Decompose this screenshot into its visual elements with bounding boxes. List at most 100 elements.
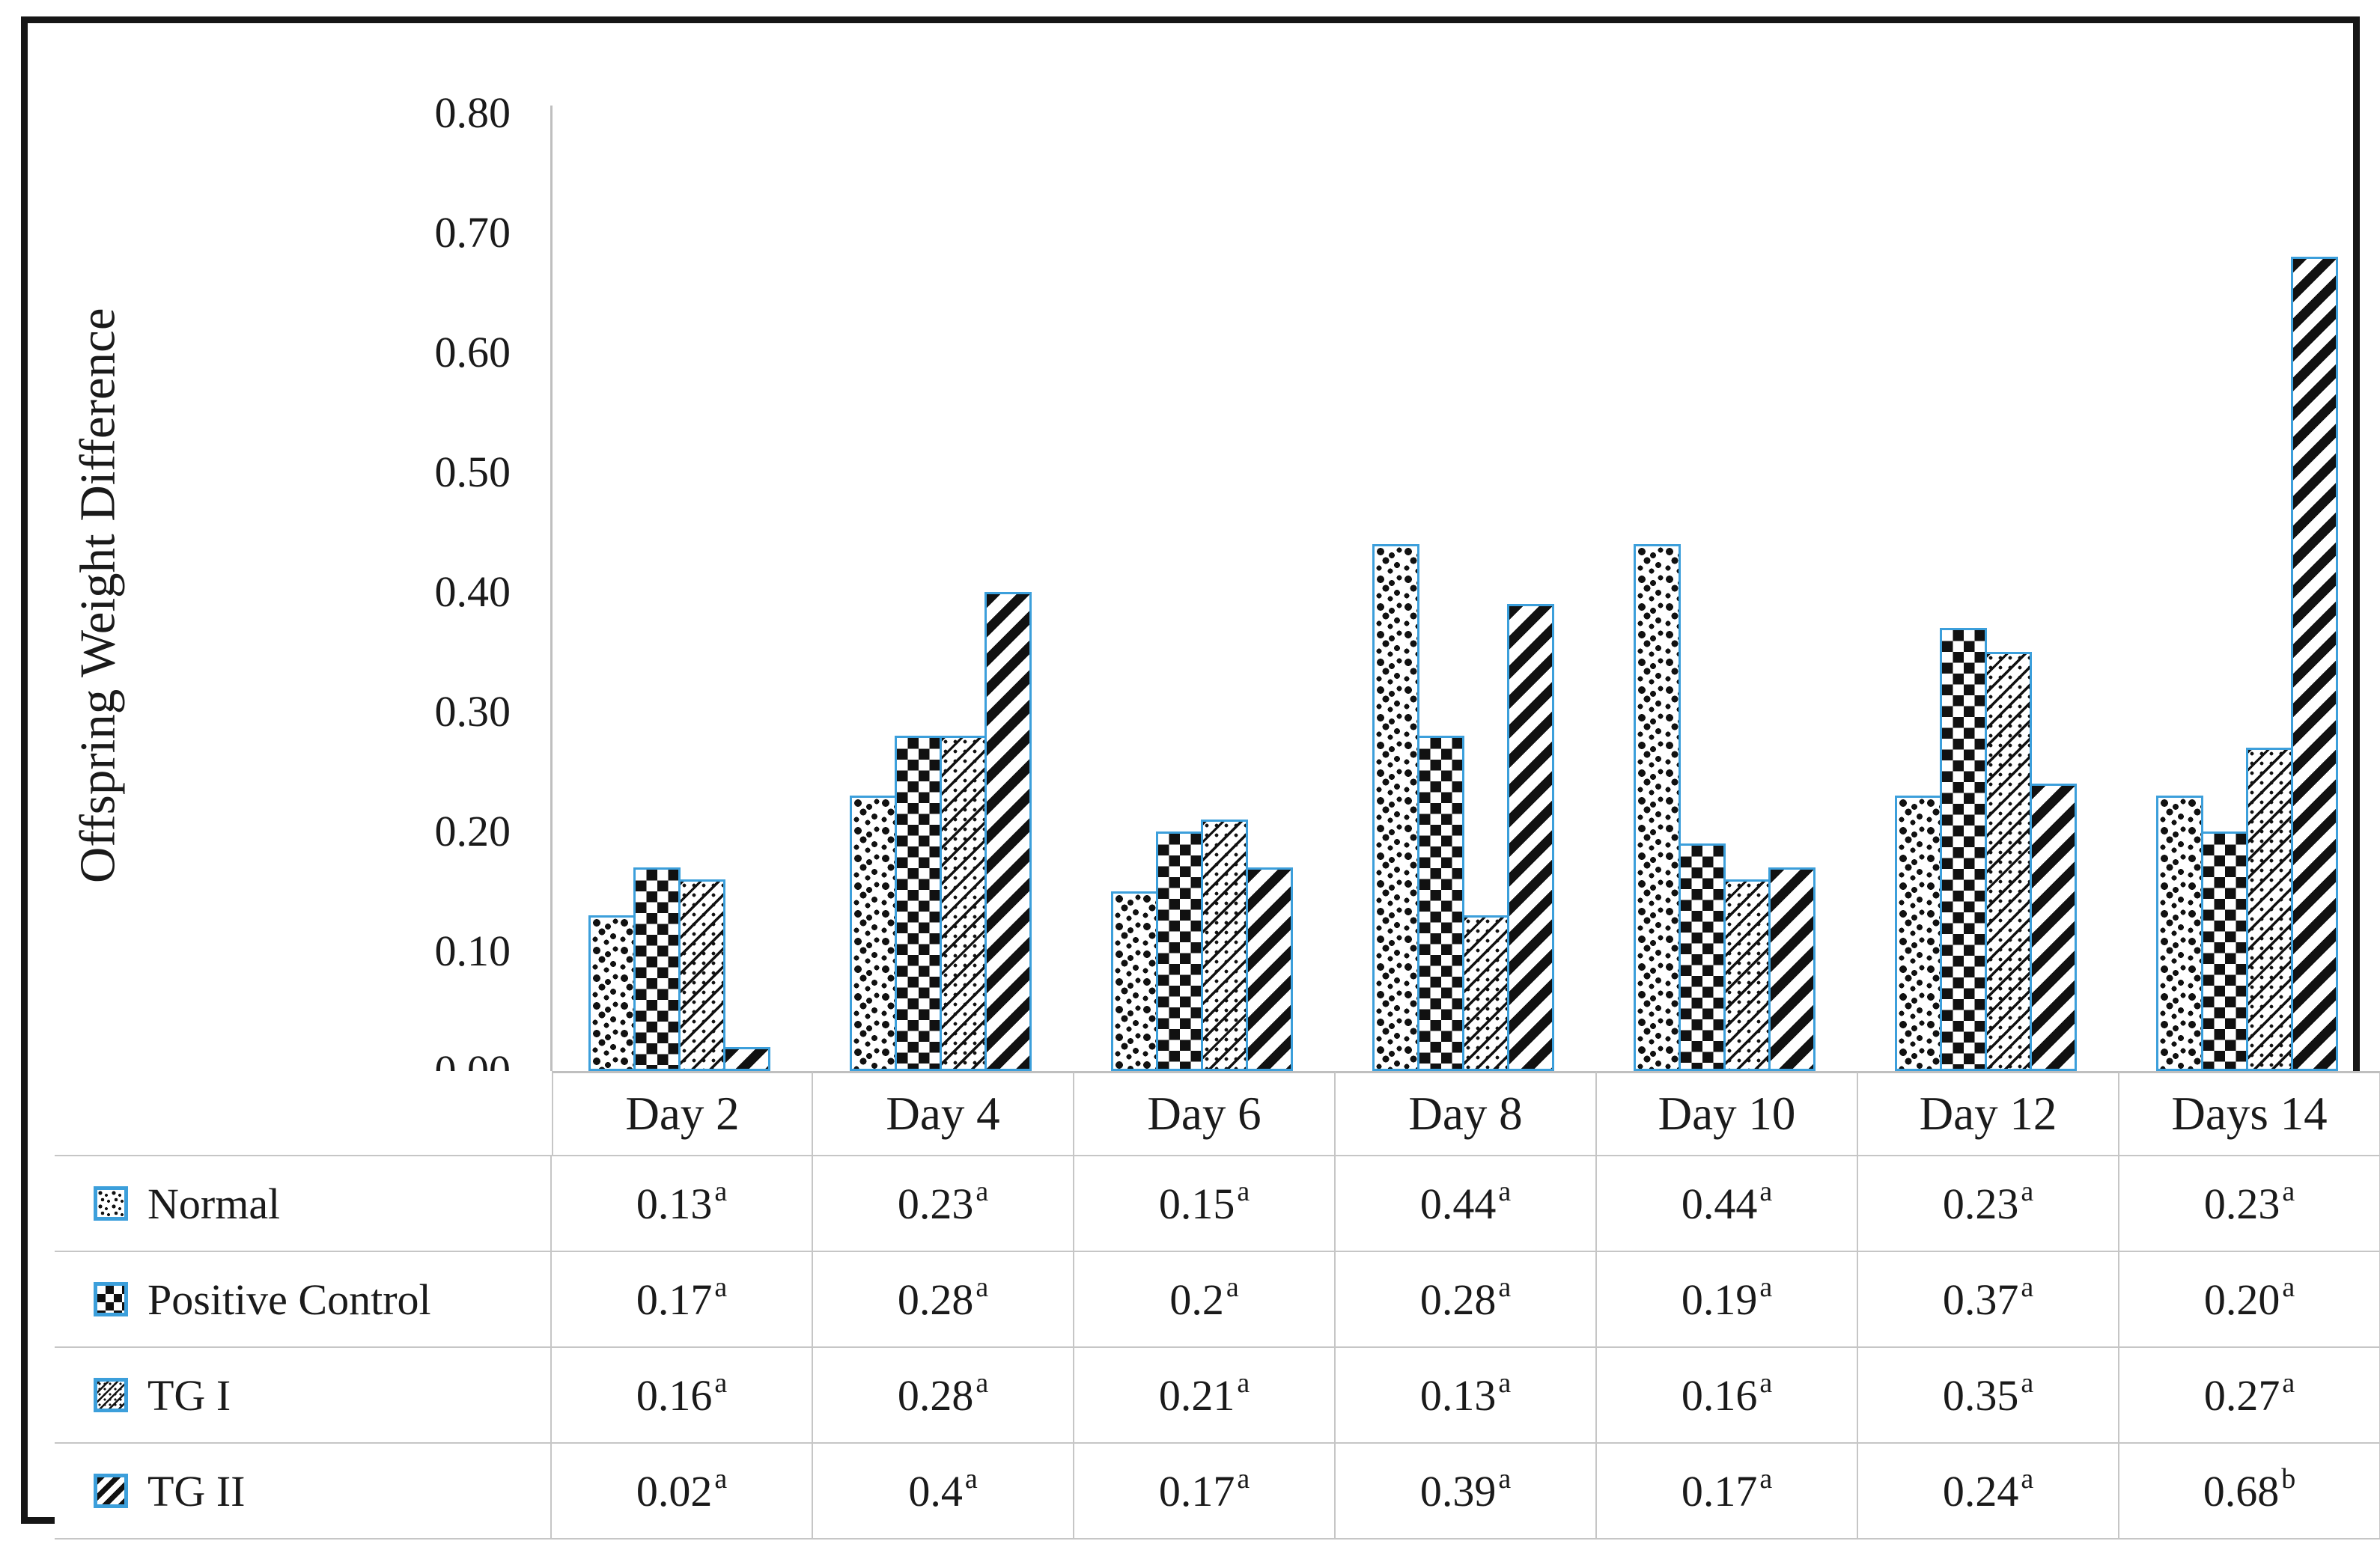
table-cell-value: 0.4 a: [813, 1444, 1074, 1540]
x-axis-label: Day 6: [1074, 1071, 1336, 1156]
bar-group-day-12: [1895, 113, 2077, 1071]
y-axis-ticks: 0.800.700.600.500.400.300.200.100.00: [312, 23, 511, 1146]
bar-group-days-14: [2156, 113, 2338, 1071]
bar-normal-days-14: [2156, 796, 2203, 1071]
table-cell-value: 0.68 b: [2119, 1444, 2380, 1540]
cell-number: 0.17: [636, 1275, 713, 1324]
bar-group-day-4: [850, 113, 1032, 1071]
y-tick-label: 0.50: [434, 448, 511, 496]
y-tick-label: 0.70: [434, 208, 511, 257]
bar-positive-control-day-10: [1679, 843, 1726, 1071]
cell-number: 0.15: [1158, 1179, 1235, 1228]
cell-number: 0.16: [1681, 1370, 1758, 1420]
cell-number: 0.17: [1158, 1466, 1235, 1516]
table-cell-value: 0.17 a: [552, 1252, 813, 1348]
table-cell-value: 0.37 a: [1858, 1252, 2119, 1348]
bar-tg-i-day-6: [1201, 820, 1248, 1071]
bar-tg-i-day-10: [1723, 879, 1771, 1071]
bar-positive-control-day-8: [1417, 736, 1464, 1071]
bar-tg-i-days-14: [2246, 748, 2293, 1071]
table-cell-value: 0.16 a: [1597, 1348, 1858, 1444]
bar-tg-ii-day-10: [1768, 867, 1816, 1071]
cell-number: 0.13: [1419, 1370, 1497, 1420]
bar-tg-ii-day-12: [2030, 784, 2077, 1071]
table-cell-value: 0.21 a: [1074, 1348, 1336, 1444]
y-tick-label: 0.40: [434, 567, 511, 616]
bar-normal-day-12: [1895, 796, 1942, 1071]
bar-positive-control-day-4: [895, 736, 942, 1071]
cell-number: 0.44: [1419, 1179, 1497, 1228]
bar-normal-day-2: [588, 915, 636, 1071]
table-cell-value: 0.27 a: [2119, 1348, 2380, 1444]
y-tick-label: 0.20: [434, 807, 511, 855]
cell-number: 0.28: [1419, 1275, 1497, 1324]
legend-item: Positive Control: [55, 1252, 552, 1348]
cell-number: 0.13: [636, 1179, 713, 1228]
y-axis-title: Offspring Weight Difference: [70, 308, 126, 884]
y-tick-label: 0.30: [434, 687, 511, 736]
cell-number: 0.35: [1942, 1370, 2019, 1420]
figure-frame: Offspring Weight Difference 0.80 0.70 0.60…: [21, 16, 2380, 1540]
cell-number: 0.27: [2203, 1370, 2280, 1420]
legend-label: TG I: [147, 1370, 231, 1420]
table-cell-value: 0.44 a: [1336, 1156, 1597, 1252]
table-cell-value: 0.39 a: [1336, 1444, 1597, 1540]
bar-tg-ii-day-8: [1507, 604, 1554, 1071]
x-axis-label: Day 2: [552, 1071, 813, 1156]
cell-number: 0.28: [897, 1370, 974, 1420]
table-cell-value: 0.17 a: [1074, 1444, 1336, 1540]
x-axis-label: Days 14: [2119, 1071, 2380, 1156]
cell-number: 0.68: [2203, 1466, 2280, 1516]
x-axis-label: Day 4: [813, 1071, 1074, 1156]
data-table: Day 2 Day 4 Day 6 Day 8 Day 10 Day 12 Days 14 N…: [55, 1071, 2380, 1540]
cell-number: 0.17: [1681, 1466, 1758, 1516]
cell-number: 0.20: [2203, 1275, 2280, 1324]
bar-tg-ii-days-14: [2291, 257, 2338, 1071]
legend-swatch-thin: [94, 1378, 128, 1412]
legend-swatch-thick: [94, 1474, 128, 1508]
bar-group-day-2: [588, 113, 770, 1071]
cell-number: 0.4: [908, 1466, 963, 1516]
cell-number: 0.21: [1158, 1370, 1235, 1420]
bar-normal-day-4: [850, 796, 897, 1071]
table-cell-value: 0.28 a: [813, 1252, 1074, 1348]
table-cell-value: 0.23 a: [813, 1156, 1074, 1252]
bar-normal-day-6: [1111, 891, 1158, 1071]
bar-normal-day-8: [1372, 544, 1419, 1071]
cell-number: 0.37: [1942, 1275, 2019, 1324]
cell-number: 0.24: [1942, 1466, 2019, 1516]
bar-normal-day-10: [1634, 544, 1681, 1071]
legend-swatch-dots: [94, 1186, 128, 1221]
table-corner-blank: [55, 1071, 552, 1156]
x-axis-label: Day 8: [1336, 1071, 1597, 1156]
table-cell-value: 0.13 a: [552, 1156, 813, 1252]
bar-tg-i-day-12: [1985, 652, 2032, 1071]
table-cell-value: 0.35 a: [1858, 1348, 2119, 1444]
table-cell-value: 0.28 a: [813, 1348, 1074, 1444]
legend-item: TG II: [55, 1444, 552, 1540]
bar-tg-ii-day-4: [984, 592, 1032, 1071]
bar-group-day-8: [1372, 113, 1554, 1071]
x-axis-label: Day 10: [1597, 1071, 1858, 1156]
table-cell-value: 0.17 a: [1597, 1444, 1858, 1540]
legend-label: Normal: [147, 1179, 281, 1228]
legend-label: TG II: [147, 1466, 246, 1516]
table-cell-value: 0.23 a: [1858, 1156, 2119, 1252]
bar-group-day-6: [1111, 113, 1293, 1071]
y-tick-label: 0.60: [434, 328, 511, 376]
cell-number: 0.44: [1681, 1179, 1758, 1228]
cell-number: 0.28: [897, 1275, 974, 1324]
x-axis-label: Day 12: [1858, 1071, 2119, 1156]
table-cell-value: 0.13 a: [1336, 1348, 1597, 1444]
table-cell-value: 0.44 a: [1597, 1156, 1858, 1252]
cell-number: 0.23: [1942, 1179, 2019, 1228]
table-cell-value: 0.16 a: [552, 1348, 813, 1444]
bar-positive-control-day-12: [1940, 628, 1987, 1071]
legend-item: Normal: [55, 1156, 552, 1252]
cell-number: 0.16: [636, 1370, 713, 1420]
bar-tg-i-day-4: [940, 736, 987, 1071]
plot-area: [552, 113, 2380, 1071]
y-tick-label: 0.10: [434, 927, 511, 975]
legend-item: TG I: [55, 1348, 552, 1444]
